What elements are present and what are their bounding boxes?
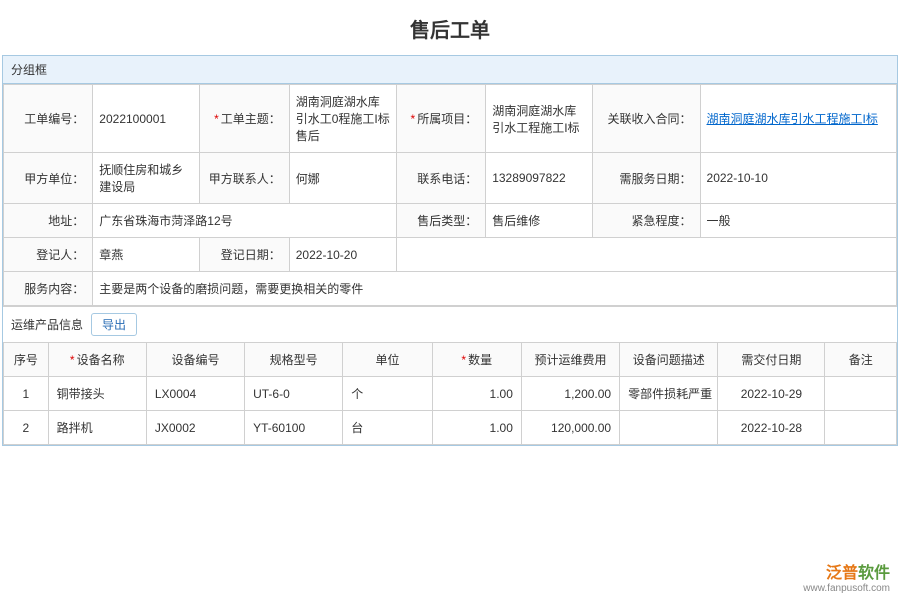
cell-code: LX0004 — [146, 377, 244, 411]
cell-cost: 120,000.00 — [521, 411, 619, 445]
value-project: 湖南洞庭湖水库引水工程施工I标 — [486, 85, 593, 153]
footer-logo: 泛普软件 www.fanpusoft.com — [803, 559, 890, 594]
label-subject: *工单主题： — [200, 85, 289, 153]
cell-seq: 1 — [4, 377, 49, 411]
cell-unit: 台 — [343, 411, 432, 445]
table-row: 2路拌机JX0002YT-60100台1.00120,000.00 2022-10… — [4, 411, 897, 445]
value-contract: 湖南洞庭湖水库引水工程施工I标 — [700, 85, 896, 153]
cell-spec: UT-6-0 — [245, 377, 343, 411]
th-due: 需交付日期 — [718, 343, 825, 377]
value-order-no: 2022100001 — [93, 85, 200, 153]
cell-desc — [620, 411, 718, 445]
label-phone: 联系电话： — [396, 153, 485, 204]
cell-remark — [825, 377, 897, 411]
label-partyA-contact: 甲方联系人： — [200, 153, 289, 204]
section-title: 运维产品信息 — [11, 316, 83, 333]
brand-part1: 泛普 — [826, 565, 858, 582]
cell-remark — [825, 411, 897, 445]
value-phone: 13289097822 — [486, 153, 593, 204]
value-reg-date: 2022-10-20 — [289, 238, 396, 272]
value-subject: 湖南洞庭湖水库引水工0程施工I标售后 — [289, 85, 396, 153]
th-qty: *数量 — [432, 343, 521, 377]
brand-url: www.fanpusoft.com — [803, 583, 890, 594]
cell-unit: 个 — [343, 377, 432, 411]
cell-desc: 零部件损耗严重 — [620, 377, 718, 411]
label-order-no: 工单编号： — [4, 85, 93, 153]
th-seq: 序号 — [4, 343, 49, 377]
label-content: 服务内容： — [4, 272, 93, 306]
cell-code: JX0002 — [146, 411, 244, 445]
contract-link[interactable]: 湖南洞庭湖水库引水工程施工I标 — [707, 112, 878, 126]
th-unit: 单位 — [343, 343, 432, 377]
brand-part2: 软件 — [858, 565, 890, 582]
cell-due: 2022-10-29 — [718, 377, 825, 411]
label-type: 售后类型： — [396, 204, 485, 238]
cell-qty: 1.00 — [432, 377, 521, 411]
cell-seq: 2 — [4, 411, 49, 445]
value-content: 主要是两个设备的磨损问题，需要更换相关的零件 — [93, 272, 897, 306]
product-table: 序号 *设备名称 设备编号 规格型号 单位 *数量 预计运维费用 设备问题描述 … — [3, 342, 897, 445]
th-cost: 预计运维费用 — [521, 343, 619, 377]
table-row: 1铜带接头LX0004UT-6-0个1.001,200.00零部件损耗严重202… — [4, 377, 897, 411]
label-contract: 关联收入合同： — [593, 85, 700, 153]
cell-cost: 1,200.00 — [521, 377, 619, 411]
form-table: 工单编号： 2022100001 *工单主题： 湖南洞庭湖水库引水工0程施工I标… — [3, 84, 897, 306]
group-header: 分组框 — [3, 56, 897, 84]
label-partyA: 甲方单位： — [4, 153, 93, 204]
label-registrar: 登记人： — [4, 238, 93, 272]
value-partyA-contact: 何娜 — [289, 153, 396, 204]
label-project: *所属项目： — [396, 85, 485, 153]
export-button[interactable]: 导出 — [91, 313, 137, 336]
value-service-date: 2022-10-10 — [700, 153, 896, 204]
cell-name: 铜带接头 — [48, 377, 146, 411]
th-desc: 设备问题描述 — [620, 343, 718, 377]
cell-qty: 1.00 — [432, 411, 521, 445]
th-remark: 备注 — [825, 343, 897, 377]
th-code: 设备编号 — [146, 343, 244, 377]
value-type: 售后维修 — [486, 204, 593, 238]
cell-spec: YT-60100 — [245, 411, 343, 445]
value-address: 广东省珠海市菏泽路12号 — [93, 204, 397, 238]
th-spec: 规格型号 — [245, 343, 343, 377]
value-partyA: 抚顺住房和城乡建设局 — [93, 153, 200, 204]
value-registrar: 章燕 — [93, 238, 200, 272]
label-service-date: 需服务日期： — [593, 153, 700, 204]
form-group: 分组框 工单编号： 2022100001 *工单主题： 湖南洞庭湖水库引水工0程… — [2, 55, 898, 446]
label-address: 地址： — [4, 204, 93, 238]
cell-name: 路拌机 — [48, 411, 146, 445]
cell-due: 2022-10-28 — [718, 411, 825, 445]
label-reg-date: 登记日期： — [200, 238, 289, 272]
table-header-row: 序号 *设备名称 设备编号 规格型号 单位 *数量 预计运维费用 设备问题描述 … — [4, 343, 897, 377]
label-urgency: 紧急程度： — [593, 204, 700, 238]
page-title: 售后工单 — [0, 0, 900, 53]
section-header: 运维产品信息 导出 — [3, 306, 897, 342]
th-name: *设备名称 — [48, 343, 146, 377]
value-urgency: 一般 — [700, 204, 896, 238]
